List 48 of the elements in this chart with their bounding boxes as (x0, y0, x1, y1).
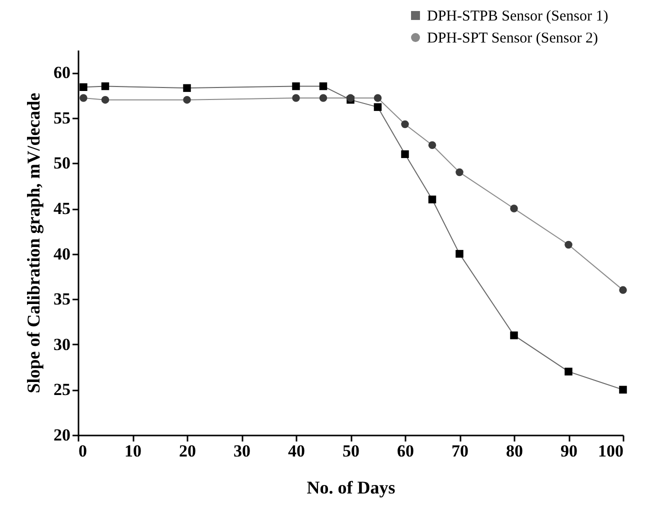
y-tick-label: 55 (54, 108, 70, 128)
point (101, 82, 110, 90)
point (101, 96, 110, 104)
x-tick-label: 90 (560, 442, 578, 460)
point (456, 168, 464, 176)
y-tick-label: 40 (54, 244, 70, 264)
point (619, 286, 627, 294)
point (456, 250, 464, 258)
point (183, 84, 191, 92)
y-tick-label: 25 (54, 380, 70, 400)
x-axis-title: No. of Days (306, 478, 396, 498)
legend-label: DPH-STPB Sensor (Sensor 1) (427, 8, 608, 24)
point (374, 94, 382, 102)
point (183, 96, 191, 104)
point (401, 150, 409, 158)
x-tick-label: 100 (598, 442, 624, 460)
y-tick-label: 60 (54, 63, 70, 82)
y-tick-label: 45 (54, 199, 70, 218)
point (564, 368, 572, 376)
point (292, 94, 300, 102)
y-tick-label: 20 (54, 426, 70, 444)
x-tick-label: 10 (124, 442, 142, 460)
x-tick-label: 20 (179, 442, 196, 460)
y-tick-label: 30 (54, 334, 70, 354)
point (619, 386, 627, 394)
y-tick-label: 35 (54, 290, 70, 309)
point (319, 94, 328, 102)
y-tick-label: 50 (54, 154, 70, 173)
point (428, 196, 436, 204)
point (374, 103, 382, 111)
point (510, 204, 518, 212)
x-tick-label: 50 (342, 442, 360, 460)
x-tick-label: 60 (397, 442, 414, 460)
point (564, 240, 572, 249)
point (401, 120, 409, 128)
point (510, 331, 518, 340)
point (428, 141, 436, 149)
x-tick-label: 0 (78, 442, 87, 460)
point (80, 94, 88, 102)
point (80, 83, 88, 92)
legend-label: DPH-SPT Sensor (Sensor 2) (427, 30, 598, 46)
point (319, 82, 328, 90)
x-tick-label: 40 (288, 442, 305, 460)
y-axis-title: Slope of Calibration graph, mV/decade (24, 92, 44, 394)
x-tick-label: 70 (452, 442, 468, 460)
x-tick-label: 80 (506, 442, 523, 460)
x-tick-label: 30 (234, 442, 250, 460)
point (292, 82, 300, 90)
